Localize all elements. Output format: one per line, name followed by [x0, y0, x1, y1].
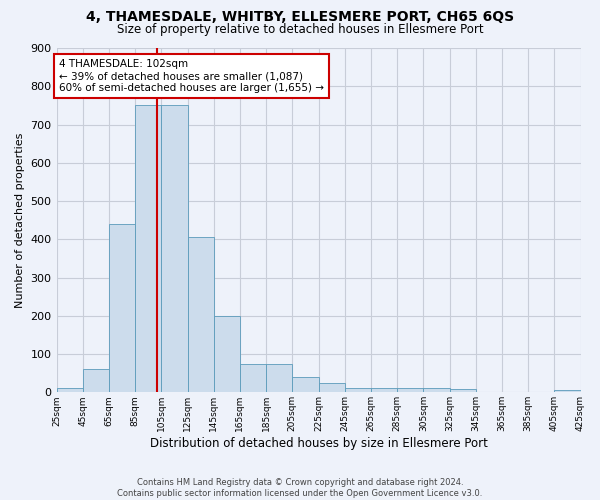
Bar [424, 388, 449, 392]
Bar [449, 389, 476, 392]
Text: Size of property relative to detached houses in Ellesmere Port: Size of property relative to detached ho… [116, 22, 484, 36]
Bar [109, 224, 135, 392]
Bar [345, 388, 371, 392]
Y-axis label: Number of detached properties: Number of detached properties [15, 132, 25, 308]
Bar [371, 388, 397, 392]
Bar [292, 377, 319, 392]
Bar [319, 382, 345, 392]
Text: 4 THAMESDALE: 102sqm
← 39% of detached houses are smaller (1,087)
60% of semi-de: 4 THAMESDALE: 102sqm ← 39% of detached h… [59, 60, 324, 92]
Text: Contains HM Land Registry data © Crown copyright and database right 2024.
Contai: Contains HM Land Registry data © Crown c… [118, 478, 482, 498]
Bar [554, 390, 581, 392]
Bar [56, 388, 83, 392]
Bar [161, 106, 188, 393]
Bar [240, 364, 266, 392]
Bar [83, 370, 109, 392]
Bar [214, 316, 240, 392]
Bar [266, 364, 292, 392]
Text: 4, THAMESDALE, WHITBY, ELLESMERE PORT, CH65 6QS: 4, THAMESDALE, WHITBY, ELLESMERE PORT, C… [86, 10, 514, 24]
Bar [188, 238, 214, 392]
Bar [135, 106, 161, 393]
X-axis label: Distribution of detached houses by size in Ellesmere Port: Distribution of detached houses by size … [149, 437, 487, 450]
Bar [397, 388, 424, 392]
